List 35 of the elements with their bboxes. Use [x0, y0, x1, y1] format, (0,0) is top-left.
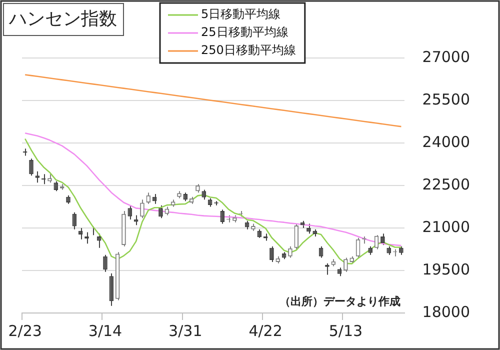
- chart-title: ハンセン指数: [8, 8, 117, 30]
- candlestick: [140, 199, 144, 219]
- candlestick: [134, 214, 138, 226]
- candlestick: [96, 233, 102, 248]
- candlestick: [220, 209, 225, 224]
- candlestick: [288, 246, 292, 258]
- candlestick: [380, 233, 385, 246]
- candlestick: [128, 204, 132, 220]
- y-tick-label: 25500: [422, 90, 470, 108]
- y-tick-label: 18000: [422, 302, 470, 321]
- candlestick: [109, 272, 114, 306]
- y-tick-label: 27000: [422, 48, 470, 66]
- candlestick: [35, 170, 40, 184]
- legend-label: 25日移動平均線: [201, 25, 288, 40]
- x-tick-label: 3/14: [88, 322, 122, 340]
- legend-label: 250日移動平均線: [201, 43, 296, 58]
- candlestick: [103, 254, 108, 272]
- candlestick: [270, 246, 274, 262]
- candlestick: [344, 257, 348, 272]
- y-tick-label: 21000: [422, 218, 470, 236]
- x-tick-label: 3/31: [168, 322, 202, 340]
- x-tick-label: 5/13: [328, 322, 363, 340]
- candlestick: [306, 223, 311, 234]
- candlestick: [146, 192, 151, 204]
- x-tick-label: 2/23: [8, 322, 42, 340]
- candlestick: [202, 189, 206, 200]
- x-tick-label: 4/22: [248, 322, 282, 340]
- candlestick: [158, 204, 163, 219]
- candlestick: [294, 223, 299, 250]
- annotation: （出所）データより作成: [279, 295, 400, 308]
- y-tick-label: 24000: [422, 132, 470, 151]
- candlestick: [29, 158, 34, 176]
- y-tick-label: 19500: [422, 260, 470, 278]
- y-tick-label: 22500: [422, 175, 470, 194]
- legend-label: 5日移動平均線: [201, 7, 281, 22]
